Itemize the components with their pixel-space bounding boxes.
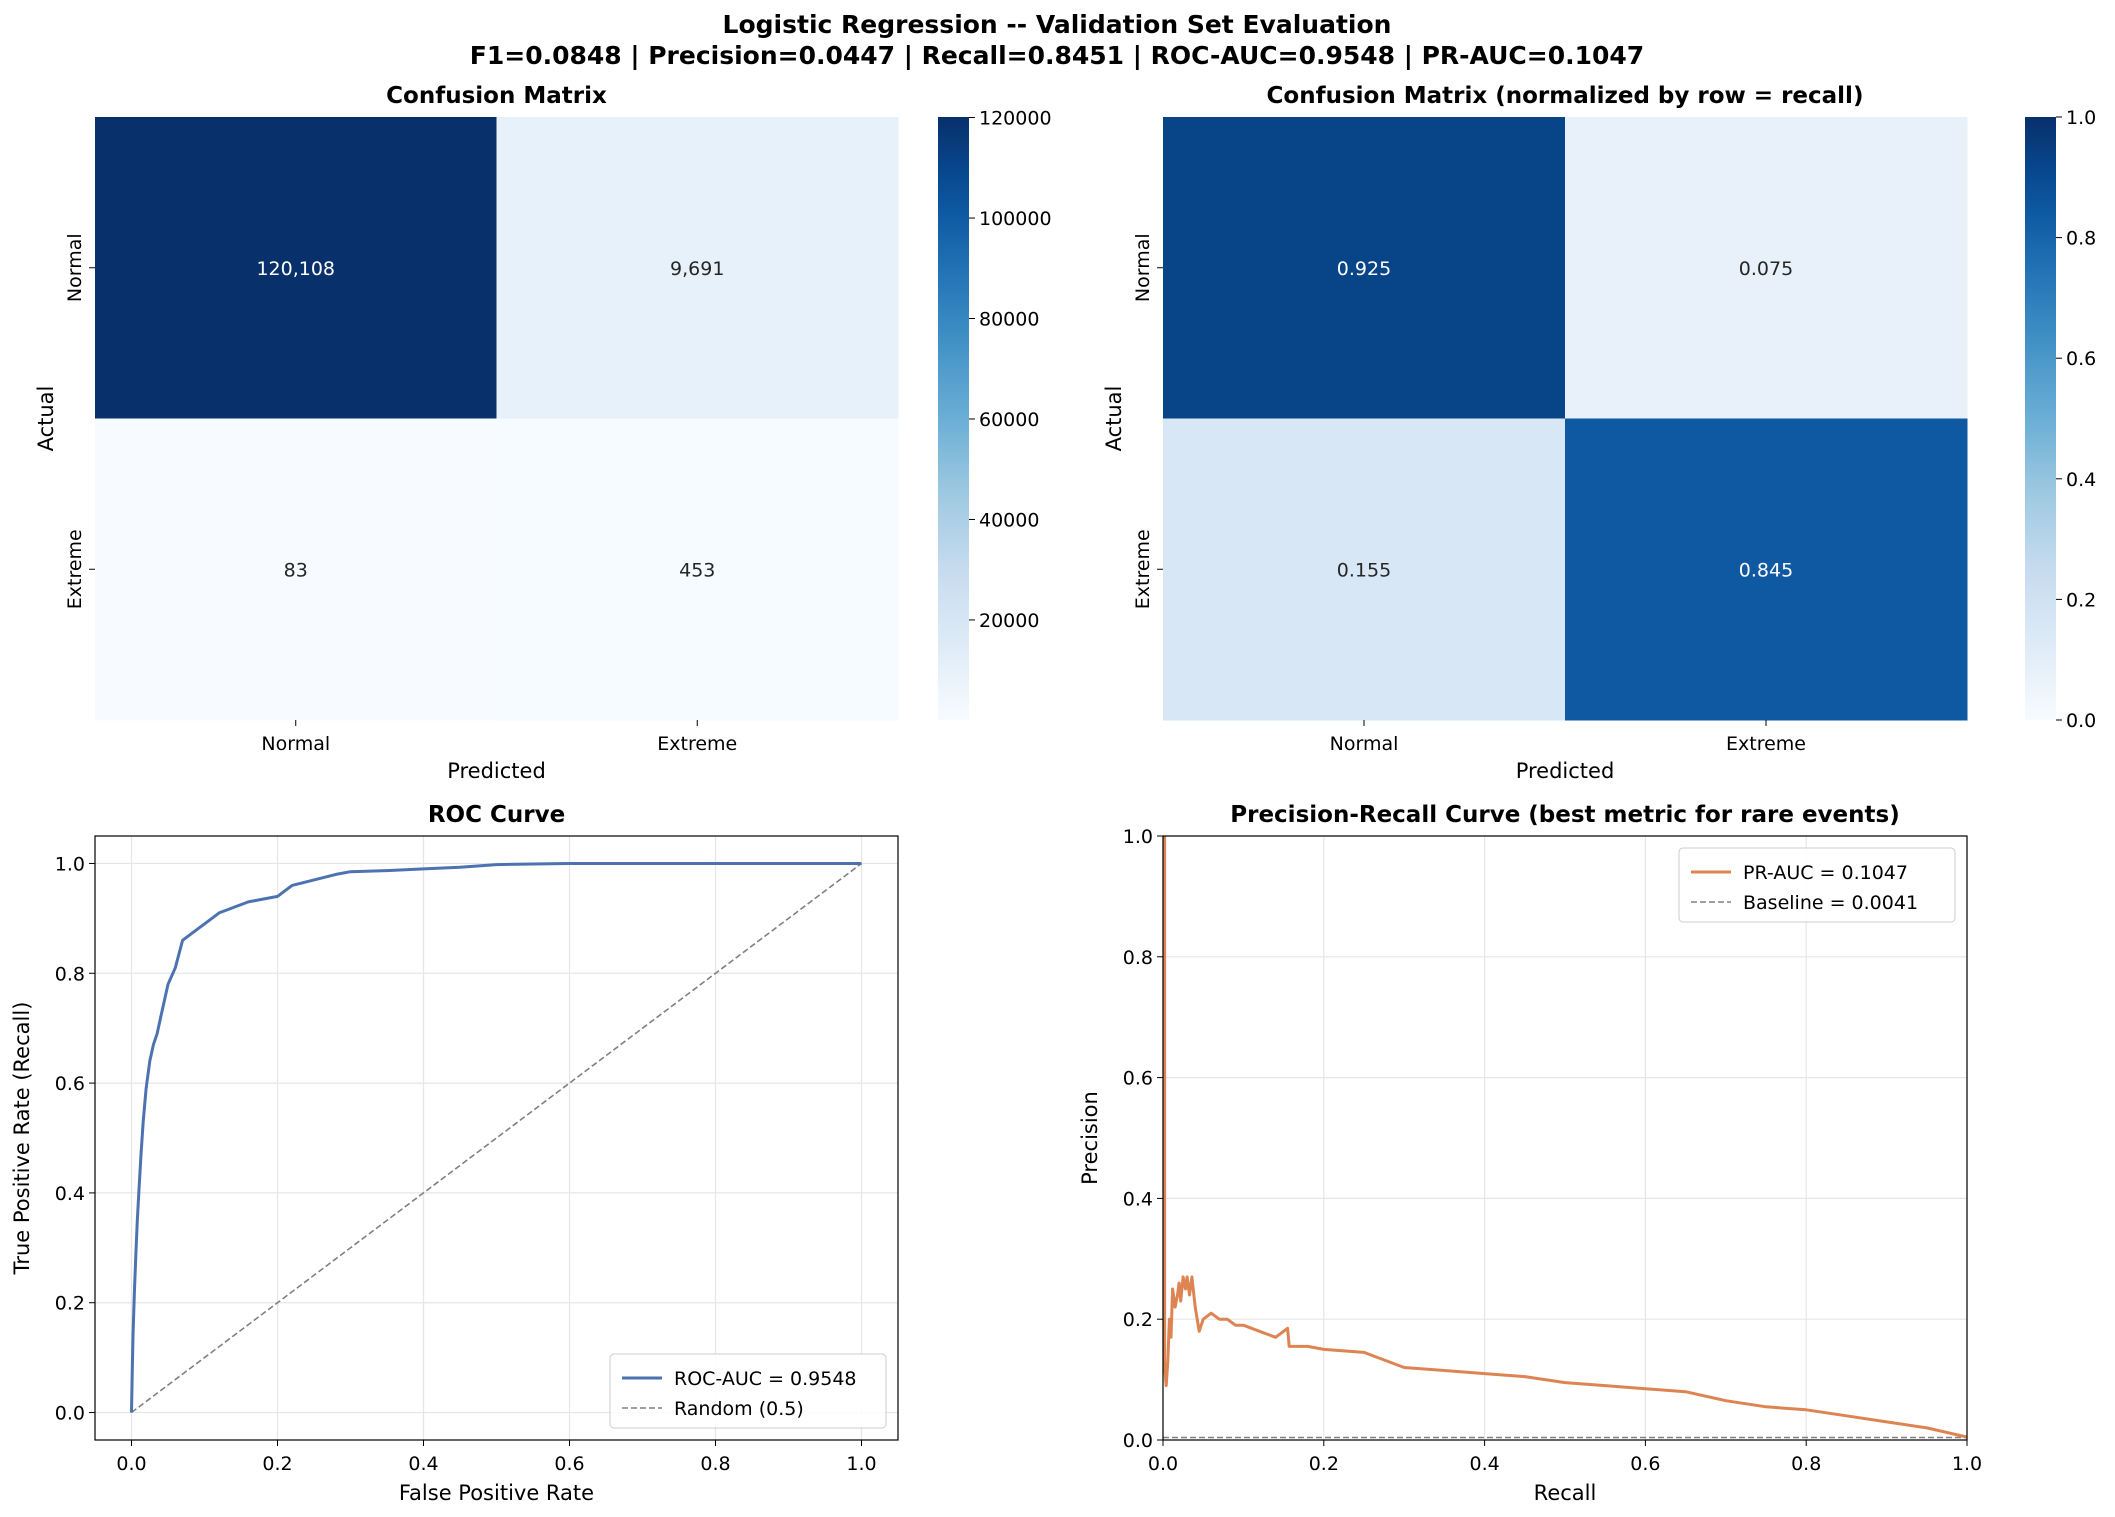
cell-value-label: 83 bbox=[284, 559, 308, 581]
precision-recall-curve-panel: 0.0 0.2 0.4 0.6 0.8 1.0 0.0 0.2 0.4 0.6 0.8 1.0 Prec… bbox=[1078, 802, 1982, 1505]
normalized-confusion-matrix-panel: 0.925 0.075 0.155 0.845 Normal Extreme Normal E… bbox=[1102, 83, 2096, 783]
x-tick-label: 0.0 bbox=[116, 1453, 146, 1475]
x-axis-label: False Positive Rate bbox=[399, 1481, 594, 1505]
legend-box bbox=[609, 1353, 887, 1429]
y-tick-label: 0.8 bbox=[1123, 947, 1153, 969]
chart-title: ROC Curve bbox=[428, 802, 565, 828]
heatmap-cell bbox=[1163, 418, 1566, 721]
cell-value-label: 120,108 bbox=[256, 258, 335, 280]
heatmap-cell bbox=[1565, 117, 1968, 419]
heatmap-cell bbox=[1565, 418, 1968, 721]
figure-subtitle-metrics: F1=0.0848 | Precision=0.0447 | Recall=0.… bbox=[470, 41, 1644, 70]
heatmap-cell bbox=[496, 117, 899, 419]
x-tick-label: 0.2 bbox=[1309, 1453, 1339, 1475]
cell-value-label: 0.155 bbox=[1337, 559, 1391, 581]
x-axis-label: Predicted bbox=[1516, 759, 1615, 783]
cell-value-label: 0.925 bbox=[1337, 258, 1391, 280]
x-tick-label: 0.4 bbox=[1469, 1453, 1499, 1475]
y-tick-label: 0.8 bbox=[55, 963, 85, 985]
heatmap-cell bbox=[1163, 117, 1566, 419]
legend-label: PR-AUC = 0.1047 bbox=[1743, 862, 1908, 884]
colorbar-tick-label: 40000 bbox=[979, 509, 1039, 531]
y-axis-label: Precision bbox=[1078, 1091, 1102, 1185]
x-axis-label: Recall bbox=[1534, 1481, 1597, 1505]
colorbar-tick-label: 0.8 bbox=[2066, 228, 2096, 250]
x-tick-label: 0.8 bbox=[1791, 1453, 1821, 1475]
y-tick-label: 1.0 bbox=[1123, 826, 1153, 848]
y-tick-label: 0.4 bbox=[1123, 1188, 1153, 1210]
cell-value-label: 453 bbox=[679, 559, 715, 581]
x-tick-label: 0.6 bbox=[554, 1453, 584, 1475]
plot-frame bbox=[94, 835, 899, 1441]
reference-line bbox=[131, 862, 862, 1414]
heatmap-cell bbox=[95, 117, 497, 419]
cell-value-label: 0.075 bbox=[1739, 258, 1793, 280]
x-tick-label: 1.0 bbox=[846, 1453, 876, 1475]
confusion-matrix-panel: 120,108 9,691 83 453 Normal Extreme Normal Extr… bbox=[34, 83, 1052, 783]
heatmap-cell bbox=[95, 418, 497, 721]
colorbar-tick-label: 100000 bbox=[979, 208, 1052, 230]
x-tick-label: 0.8 bbox=[700, 1453, 730, 1475]
series-line bbox=[130, 862, 862, 1413]
legend-label: Random (0.5) bbox=[674, 1398, 804, 1420]
colorbar-tick-label: 1.0 bbox=[2066, 107, 2096, 129]
heatmap-cell bbox=[496, 418, 899, 721]
y-tick-label: Extreme bbox=[1132, 529, 1154, 609]
series-line bbox=[1163, 836, 1967, 1439]
y-axis-label: Actual bbox=[1102, 386, 1126, 452]
y-tick-label: 1.0 bbox=[55, 853, 85, 875]
roc-curve-panel: 0.0 0.2 0.4 0.6 0.8 1.0 0.0 0.2 0.4 0.6 0.8 1.0 ROC … bbox=[10, 802, 899, 1505]
colorbar bbox=[938, 117, 969, 720]
x-tick-label: Extreme bbox=[657, 733, 737, 755]
y-tick-label: Normal bbox=[1132, 233, 1154, 302]
plot-frame bbox=[1162, 835, 1968, 1441]
colorbar-tick-label: 0.4 bbox=[2066, 469, 2096, 491]
colorbar-tick-label: 0.2 bbox=[2066, 589, 2096, 611]
colorbar-tick-label: 60000 bbox=[979, 409, 1039, 431]
legend-label: Baseline = 0.0041 bbox=[1743, 892, 1918, 914]
x-tick-label: 0.4 bbox=[408, 1453, 438, 1475]
y-axis-label: True Positive Rate (Recall) bbox=[10, 1002, 34, 1276]
cell-value-label: 0.845 bbox=[1739, 559, 1793, 581]
x-tick-label: 1.0 bbox=[1952, 1453, 1982, 1475]
chart-title: Confusion Matrix (normalized by row = re… bbox=[1267, 83, 1864, 109]
colorbar-tick-label: 20000 bbox=[979, 610, 1039, 632]
x-axis-label: Predicted bbox=[447, 759, 546, 783]
y-tick-label: 0.2 bbox=[55, 1293, 85, 1315]
legend-label: ROC-AUC = 0.9548 bbox=[674, 1368, 857, 1390]
y-tick-label: Extreme bbox=[64, 529, 86, 609]
y-axis-label: Actual bbox=[34, 386, 58, 452]
y-tick-label: Normal bbox=[64, 233, 86, 302]
y-tick-label: 0.0 bbox=[1123, 1430, 1153, 1452]
cell-value-label: 9,691 bbox=[670, 258, 724, 280]
colorbar bbox=[2025, 117, 2056, 720]
x-tick-label: Normal bbox=[261, 733, 330, 755]
x-tick-label: 0.2 bbox=[262, 1453, 292, 1475]
y-tick-label: 0.0 bbox=[55, 1403, 85, 1425]
colorbar-tick-label: 0.0 bbox=[2066, 710, 2096, 732]
y-tick-label: 0.4 bbox=[55, 1183, 85, 1205]
colorbar-tick-label: 80000 bbox=[979, 309, 1039, 331]
chart-title: Confusion Matrix bbox=[386, 83, 607, 109]
x-tick-label: Extreme bbox=[1726, 733, 1806, 755]
colorbar-tick-label: 120000 bbox=[979, 108, 1052, 130]
colorbar-tick-label: 0.6 bbox=[2066, 348, 2096, 370]
y-tick-label: 0.2 bbox=[1123, 1309, 1153, 1331]
figure-title: Logistic Regression -- Validation Set Ev… bbox=[723, 10, 1392, 39]
x-tick-label: 0.0 bbox=[1148, 1453, 1178, 1475]
legend-box bbox=[1678, 847, 1956, 923]
y-tick-label: 0.6 bbox=[1123, 1068, 1153, 1090]
x-tick-label: Normal bbox=[1330, 733, 1399, 755]
x-tick-label: 0.6 bbox=[1630, 1453, 1660, 1475]
chart-title: Precision-Recall Curve (best metric for … bbox=[1230, 802, 1899, 828]
y-tick-label: 0.6 bbox=[55, 1073, 85, 1095]
